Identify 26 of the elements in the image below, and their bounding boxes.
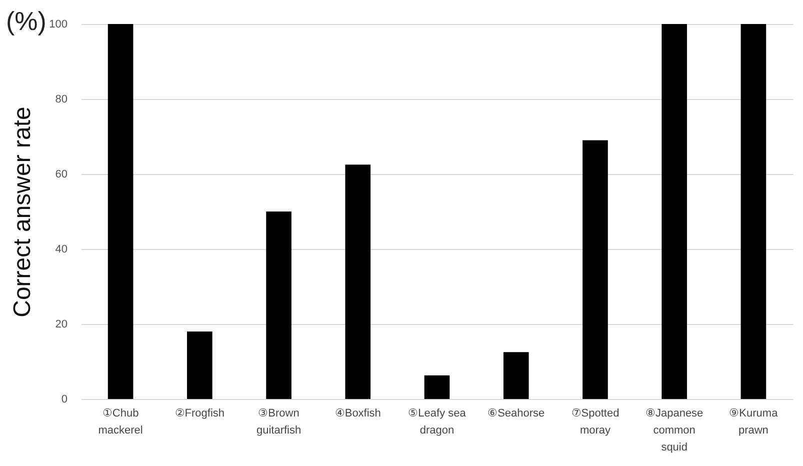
x-tick-label: ④Boxfish	[334, 408, 381, 420]
y-tick-label: 0	[61, 394, 68, 406]
bar	[187, 332, 212, 399]
x-tick-label: ①Chub mackerel	[98, 408, 143, 436]
y-tick-label: 20	[55, 318, 68, 330]
y-tick-label: 40	[55, 244, 68, 256]
bar	[345, 164, 371, 399]
y-tick-label: 60	[55, 168, 68, 180]
x-tick-label: ⑨Kuruma prawn	[729, 408, 779, 436]
x-tick-label: ②Frogfish	[174, 408, 225, 420]
bar	[424, 375, 450, 399]
x-tick-label: ⑥Seahorse	[488, 408, 545, 420]
bar	[582, 140, 608, 399]
x-tick-label: ⑦Spotted moray	[571, 408, 620, 436]
y-axis-title: Correct answer rate	[9, 106, 36, 318]
bar	[266, 212, 292, 399]
x-tick-label: ⑤Leafy sea dragon	[408, 408, 467, 436]
text: (%)	[6, 6, 46, 37]
x-tick-label: ⑧Japanese common squid	[645, 408, 704, 454]
bar	[108, 24, 134, 399]
bar	[503, 352, 529, 399]
y-tick-label: 80	[55, 94, 68, 106]
bar	[662, 24, 687, 399]
bar	[740, 24, 766, 399]
y-tick-label: 100	[49, 18, 68, 30]
x-tick-label: ③Brown guitarfish	[256, 408, 302, 436]
